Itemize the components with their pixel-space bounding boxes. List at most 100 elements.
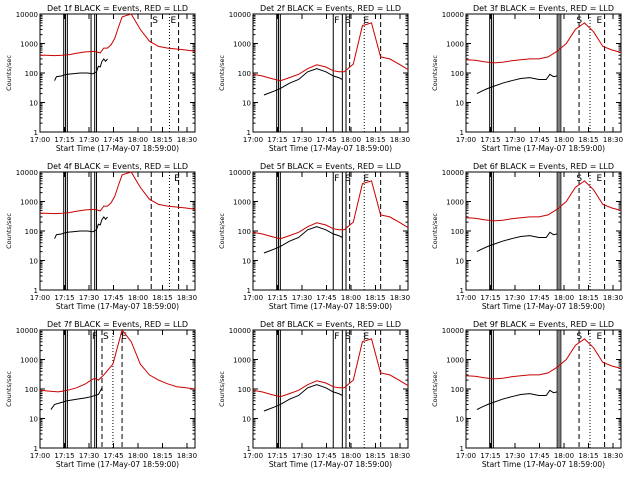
x-tick-label: 17:15 [54, 294, 74, 302]
y-tick-label: 1000 [20, 199, 38, 207]
x-axis-label: Start Time (17-May-07 18:59:00) [482, 460, 605, 469]
x-tick-label: 17:00 [456, 294, 476, 302]
x-tick-label: 17:30 [505, 452, 525, 460]
x-tick-label: 18:00 [341, 452, 361, 460]
series-line-lld [465, 22, 622, 64]
chart-title: Det 8f BLACK = Events, RED = LLD [260, 320, 401, 329]
y-tick-label: 10 [29, 416, 38, 424]
x-tick-label: 18:15 [578, 452, 598, 460]
x-tick-label: 18:30 [603, 294, 623, 302]
x-axis-label: Start Time (17-May-07 18:59:00) [56, 460, 179, 469]
y-tick-label: 100 [451, 386, 464, 394]
y-tick-label: 1 [460, 287, 464, 295]
x-tick-label: 17:15 [54, 452, 74, 460]
y-tick-label: 1000 [446, 199, 464, 207]
x-tick-label: 17:00 [30, 136, 50, 144]
x-axis-label: Start Time (17-May-07 18:59:00) [269, 460, 392, 469]
x-tick-label: 17:30 [505, 136, 525, 144]
x-tick-label: 17:45 [529, 294, 549, 302]
y-tick-label: 10 [242, 258, 251, 266]
interval-marker-label: F [334, 16, 339, 26]
y-axis-label: Counts/sec [431, 55, 439, 91]
y-tick-label: 10000 [229, 11, 251, 19]
x-tick-label: 18:00 [128, 294, 148, 302]
series-line-events [50, 387, 103, 410]
chart-panel: Det 2f BLACK = Events, RED = LLD 1 10 100 10… [218, 4, 410, 153]
chart-panel: Det 9f BLACK = Events, RED = LLD 1 10 100 10… [431, 320, 623, 469]
y-tick-label: 10 [29, 258, 38, 266]
y-tick-label: 100 [238, 228, 251, 236]
series-line-events [263, 68, 343, 96]
series-line-events [263, 384, 343, 412]
x-tick-label: 18:30 [390, 294, 410, 302]
y-tick-label: 1 [247, 129, 251, 137]
x-tick-label: 17:45 [316, 136, 336, 144]
y-tick-label: 100 [451, 228, 464, 236]
series-line-events [476, 231, 558, 253]
interval-marker-label: S [576, 16, 582, 26]
interval-marker-label: S [103, 332, 109, 342]
x-tick-label: 17:45 [103, 452, 123, 460]
y-tick-label: 10000 [442, 169, 464, 177]
chart-title: Det 9f BLACK = Events, RED = LLD [473, 320, 614, 329]
x-tick-label: 17:00 [243, 294, 263, 302]
y-tick-label: 10000 [16, 11, 38, 19]
chart-title: Det 2f BLACK = Events, RED = LLD [260, 4, 401, 13]
x-tick-label: 18:30 [390, 452, 410, 460]
interval-marker-label: E [174, 174, 180, 184]
interval-marker-label: E [121, 332, 127, 342]
series-line-events [476, 389, 558, 411]
y-tick-label: 10000 [442, 11, 464, 19]
x-tick-label: 18:00 [341, 294, 361, 302]
y-tick-label: 1 [34, 287, 38, 295]
y-axis-label: Counts/sec [5, 55, 13, 91]
y-tick-label: 1 [247, 445, 251, 453]
chart-panel: Det 3f BLACK = Events, RED = LLD 1 10 100 10… [431, 4, 623, 153]
series-line-lld [252, 22, 409, 82]
y-tick-label: 1000 [233, 357, 251, 365]
series-line-events [54, 58, 108, 81]
interval-marker-label: F [334, 332, 339, 342]
x-tick-label: 17:00 [456, 136, 476, 144]
y-axis-label: Counts/sec [218, 371, 226, 407]
x-tick-label: 17:30 [79, 136, 99, 144]
chart-panel: Det 7f BLACK = Events, RED = LLD 1 10 100 10… [5, 320, 197, 469]
series-line-events [476, 73, 558, 95]
x-tick-label: 17:15 [480, 294, 500, 302]
x-axis-label: Start Time (17-May-07 18:59:00) [482, 302, 605, 311]
y-tick-label: 1000 [446, 41, 464, 49]
x-tick-label: 18:15 [578, 136, 598, 144]
chart-panel: Det 5f BLACK = Events, RED = LLD 1 10 100 10… [218, 162, 410, 311]
chart-title: Det 4f BLACK = Events, RED = LLD [47, 162, 188, 171]
y-tick-label: 10000 [229, 327, 251, 335]
y-tick-label: 1000 [20, 41, 38, 49]
interval-marker-label: E [596, 174, 602, 184]
series-line-lld [252, 338, 409, 398]
interval-marker-label: S [345, 174, 351, 184]
y-tick-label: 10000 [16, 327, 38, 335]
series-line-lld [465, 338, 622, 380]
x-tick-label: 17:15 [267, 452, 287, 460]
x-tick-label: 18:00 [554, 452, 574, 460]
chart-panel: Det 6f BLACK = Events, RED = LLD 1 10 100 10… [431, 162, 623, 311]
x-tick-label: 17:30 [79, 452, 99, 460]
y-axis-label: Counts/sec [218, 213, 226, 249]
x-tick-label: 17:00 [243, 452, 263, 460]
x-tick-label: 18:00 [554, 294, 574, 302]
chart-title: Det 7f BLACK = Events, RED = LLD [47, 320, 188, 329]
x-tick-label: 18:15 [365, 136, 385, 144]
x-tick-label: 18:15 [365, 294, 385, 302]
x-tick-label: 17:00 [456, 452, 476, 460]
y-axis-label: Counts/sec [5, 213, 13, 249]
x-tick-label: 18:30 [177, 294, 197, 302]
x-tick-label: 18:30 [603, 136, 623, 144]
x-tick-label: 17:45 [103, 136, 123, 144]
x-axis-label: Start Time (17-May-07 18:59:00) [269, 144, 392, 153]
interval-marker-label: S [345, 332, 351, 342]
y-axis-label: Counts/sec [431, 371, 439, 407]
interval-marker-label: E [363, 174, 369, 184]
y-tick-label: 10 [242, 416, 251, 424]
interval-marker-label: F [334, 174, 339, 184]
x-tick-label: 17:30 [292, 136, 312, 144]
